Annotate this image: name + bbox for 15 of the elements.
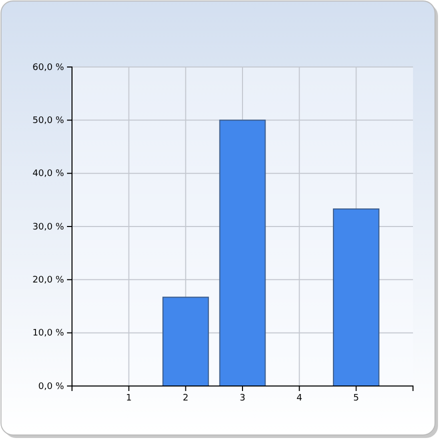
x-tick-label: 1: [126, 393, 132, 404]
bar: [332, 208, 380, 386]
y-tick-label: 30,0 %: [32, 222, 64, 232]
bar: [162, 296, 209, 386]
bar: [219, 120, 266, 386]
x-tick-label: 3: [240, 393, 246, 404]
y-tick-label: 0,0 %: [38, 382, 64, 392]
x-tick-label: 4: [296, 393, 302, 404]
y-tick-label: 60,0 %: [32, 62, 64, 73]
x-tick-label: 5: [353, 393, 360, 404]
y-tick-label: 10,0 %: [32, 328, 64, 339]
y-tick-label: 20,0 %: [32, 276, 64, 286]
y-tick-label: 40,0 %: [32, 169, 64, 180]
x-tick-label: 2: [182, 393, 189, 404]
y-tick-label: 50,0 %: [32, 116, 64, 126]
